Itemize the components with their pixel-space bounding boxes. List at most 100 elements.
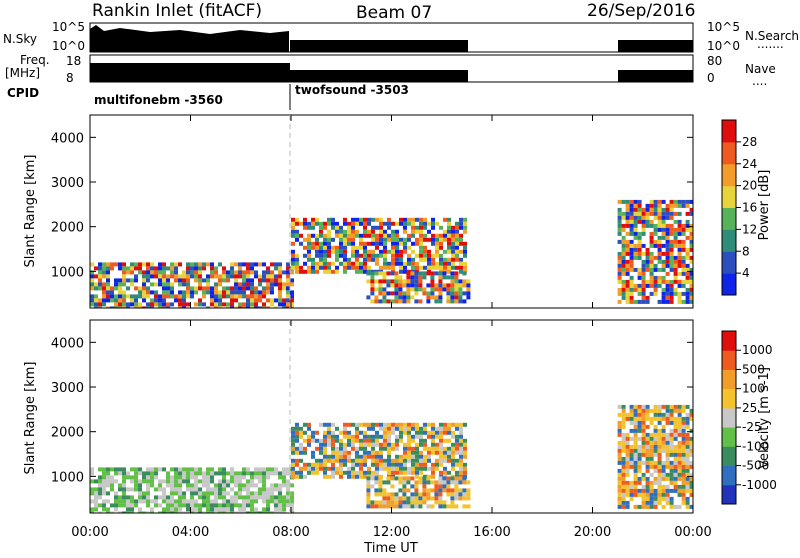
heatmap-cell bbox=[363, 438, 367, 443]
heatmap-cell bbox=[323, 261, 327, 266]
heatmap-cell bbox=[150, 266, 154, 271]
heatmap-cell bbox=[295, 462, 299, 467]
heatmap-cell bbox=[343, 217, 347, 222]
heatmap-cell bbox=[274, 511, 278, 513]
heatmap-cell bbox=[617, 420, 622, 425]
heatmap-cell bbox=[641, 251, 646, 256]
heatmap-cell bbox=[455, 470, 459, 475]
heatmap-cell bbox=[162, 495, 166, 500]
heatmap-cell bbox=[335, 434, 339, 439]
heatmap-cell bbox=[246, 491, 250, 496]
heatmap-cell bbox=[661, 504, 666, 509]
heatmap-cell bbox=[439, 454, 443, 459]
heatmap-cell bbox=[262, 278, 266, 283]
heatmap-cell bbox=[230, 471, 234, 476]
heatmap-cell bbox=[206, 475, 210, 480]
heatmap-cell bbox=[138, 499, 142, 504]
heatmap-cell bbox=[677, 279, 682, 284]
heatmap-cell bbox=[291, 233, 295, 238]
heatmap-cell bbox=[665, 239, 670, 244]
heatmap-cell bbox=[443, 466, 447, 471]
heatmap-cell bbox=[374, 299, 379, 304]
heatmap-cell bbox=[250, 298, 254, 303]
heatmap-cell bbox=[343, 233, 347, 238]
heatmap-cell bbox=[625, 444, 630, 449]
heatmap-cell bbox=[382, 480, 387, 485]
heatmap-cell bbox=[641, 420, 646, 425]
heatmap-cell bbox=[681, 247, 686, 252]
heatmap-cell bbox=[423, 245, 427, 250]
heatmap-cell bbox=[311, 225, 315, 230]
heatmap-cell bbox=[454, 476, 459, 481]
heatmap-cell bbox=[617, 432, 622, 437]
heatmap-cell bbox=[657, 444, 662, 449]
nave-label: Nave bbox=[745, 62, 776, 76]
heatmap-cell bbox=[130, 499, 134, 504]
heatmap-cell bbox=[645, 436, 650, 441]
heatmap-cell bbox=[625, 239, 630, 244]
heatmap-cell bbox=[278, 491, 282, 496]
heatmap-cell bbox=[681, 464, 686, 469]
heatmap-cell bbox=[403, 450, 407, 455]
heatmap-cell bbox=[653, 428, 658, 433]
heatmap-cell bbox=[178, 298, 182, 303]
heatmap-cell bbox=[154, 475, 158, 480]
heatmap-cell bbox=[370, 504, 375, 509]
heatmap-cell bbox=[122, 266, 126, 271]
heatmap-cell bbox=[463, 261, 467, 266]
heatmap-cell bbox=[673, 484, 678, 489]
heatmap-cell bbox=[645, 480, 650, 485]
heatmap-cell bbox=[419, 265, 423, 270]
heatmap-cell bbox=[394, 283, 399, 288]
heatmap-cell bbox=[466, 496, 471, 501]
heatmap-cell bbox=[162, 278, 166, 283]
nsky-tick-low: 10^0 bbox=[52, 39, 85, 53]
heatmap-cell bbox=[210, 266, 214, 271]
heatmap-cell bbox=[677, 448, 682, 453]
heatmap-cell bbox=[645, 279, 650, 284]
heatmap-cell bbox=[657, 472, 662, 477]
heatmap-cell bbox=[657, 219, 662, 224]
heatmap-cell bbox=[641, 279, 646, 284]
heatmap-cell bbox=[649, 460, 654, 465]
heatmap-cell bbox=[657, 408, 662, 413]
heatmap-cell bbox=[122, 479, 126, 484]
heatmap-cell bbox=[446, 287, 451, 292]
heatmap-cell bbox=[455, 241, 459, 246]
heatmap-cell bbox=[98, 262, 102, 267]
heatmap-cell bbox=[673, 275, 678, 280]
heatmap-cell bbox=[390, 492, 395, 497]
heatmap-cell bbox=[637, 215, 642, 220]
heatmap-cell bbox=[190, 507, 194, 512]
heatmap-cell bbox=[126, 471, 130, 476]
heatmap-cell bbox=[323, 257, 327, 262]
heatmap-cell bbox=[311, 430, 315, 435]
heatmap-cell bbox=[407, 446, 411, 451]
heatmap-cell bbox=[327, 249, 331, 254]
heatmap-cell bbox=[118, 266, 122, 271]
heatmap-cell bbox=[270, 270, 274, 275]
heatmap-cell bbox=[383, 446, 387, 451]
heatmap-cell bbox=[454, 287, 459, 292]
heatmap-cell bbox=[274, 298, 278, 303]
heatmap-cell bbox=[94, 487, 98, 492]
heatmap-cell bbox=[649, 444, 654, 449]
heatmap-cell bbox=[210, 270, 214, 275]
heatmap-cell bbox=[375, 245, 379, 250]
heatmap-cell bbox=[363, 233, 367, 238]
heatmap-cell bbox=[122, 262, 126, 267]
heatmap-cell bbox=[262, 467, 266, 472]
heatmap-cell bbox=[383, 233, 387, 238]
heatmap-cell bbox=[214, 266, 218, 271]
heatmap-cell bbox=[335, 446, 339, 451]
heatmap-cell bbox=[689, 223, 693, 228]
heatmap-cell bbox=[649, 267, 654, 272]
heatmap-cell bbox=[431, 470, 435, 475]
heatmap-cell bbox=[118, 306, 122, 308]
heatmap-cell bbox=[431, 221, 435, 226]
heatmap-cell bbox=[677, 504, 682, 509]
heatmap-cell bbox=[379, 217, 383, 222]
heatmap-cell bbox=[677, 283, 682, 288]
heatmap-cell bbox=[669, 440, 674, 445]
heatmap-cell bbox=[98, 282, 102, 287]
